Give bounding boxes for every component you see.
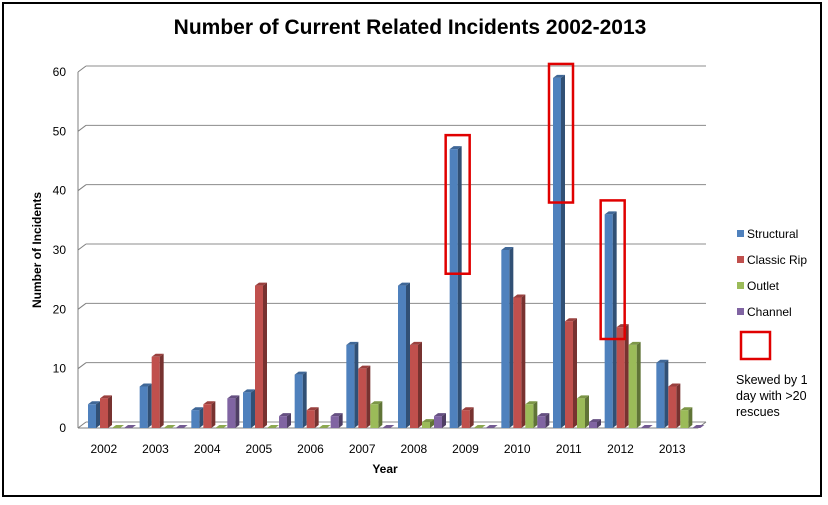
bar [434,413,446,428]
bar [294,371,307,428]
y-tick-label: 50 [53,124,67,138]
x-tick-label: 2004 [194,442,221,456]
bar [461,407,474,428]
bar [163,425,176,428]
bar [227,395,240,428]
bar [191,407,204,428]
x-tick-label: 2008 [400,442,427,456]
bar [346,341,359,428]
bars [88,74,705,428]
bar [112,425,124,428]
y-axis-title: Number of Incidents [30,192,44,308]
highlight-boxes [444,62,626,341]
x-tick-label: 2005 [245,442,272,456]
bar [124,425,136,428]
legend-entry: Channel [747,305,792,319]
highlight-box [444,133,471,275]
bar [370,401,383,428]
tick-labels: 0 10 20 30 40 50 60 2002 2003 2004 2005 2006 2007 200… [53,65,686,456]
x-tick-label: 2013 [659,442,686,456]
gridline-diagonal [77,65,87,73]
x-axis-title: Year [372,462,398,476]
highlight-box [599,199,626,341]
bar [525,401,538,428]
legend-entry: Outlet [747,279,780,293]
y-tick-label: 60 [53,65,67,79]
bar [175,425,188,428]
bar [513,294,526,428]
highlight-box [547,62,575,204]
gridline-diagonal [77,184,87,192]
gridline-diagonal [77,243,87,251]
legend-entry: Structural [747,227,798,241]
y-tick-label: 0 [59,421,66,435]
bar [243,389,255,428]
x-tick-label: 2009 [452,442,479,456]
bar [88,401,100,428]
legend: Structural Classic Rip Outlet Channel [737,227,807,361]
gridline-diagonal [77,362,87,370]
bar [358,365,371,428]
bar [589,419,601,428]
chart-frame [2,2,822,497]
legend-swatch [737,230,744,237]
legend-swatch [737,282,744,289]
bar [577,395,589,428]
x-tick-label: 2012 [607,442,634,456]
bar [628,341,641,428]
gridline-diagonal [77,124,87,132]
y-tick-label: 30 [53,243,67,257]
legend-swatch [737,256,744,263]
bar [100,395,112,428]
legend-note: Skewed by 1 day with >20 rescues [736,373,808,419]
x-tick-label: 2010 [504,442,531,456]
bar [656,359,669,428]
bar [279,413,291,428]
x-tick-label: 2006 [297,442,324,456]
bar [306,407,319,428]
y-tick-label: 20 [53,302,67,316]
bar [410,341,422,428]
gridlines [77,65,706,429]
bar [203,401,216,428]
bar [604,211,617,428]
x-tick-label: 2003 [142,442,169,456]
bar [398,282,410,428]
bar [255,282,267,428]
x-tick-label: 2007 [349,442,376,456]
bar [330,413,343,428]
bar [668,383,681,428]
bar [449,146,462,428]
bar [680,407,693,428]
bar [139,383,152,428]
bar [215,425,228,428]
y-tick-label: 40 [53,184,67,198]
bar [422,419,434,428]
x-tick-label: 2002 [90,442,117,456]
legend-entry: Classic Rip [747,253,807,267]
bar [565,318,577,428]
bar [382,425,395,428]
bar [501,247,514,428]
bar [485,425,498,428]
gridline-diagonal [77,421,87,429]
x-tick-label: 2011 [556,442,582,456]
legend-highlight-swatch [739,330,772,361]
gridline-diagonal [77,302,87,310]
bar [553,74,565,428]
bar [267,425,279,428]
legend-swatch [737,308,744,315]
y-tick-label: 10 [53,362,67,376]
bar [537,413,550,428]
bar [318,425,331,428]
bar [151,353,164,428]
bar [473,425,486,428]
chart-title: Number of Current Related Incidents 2002… [173,16,647,39]
bar [640,425,653,428]
bar [692,425,705,428]
